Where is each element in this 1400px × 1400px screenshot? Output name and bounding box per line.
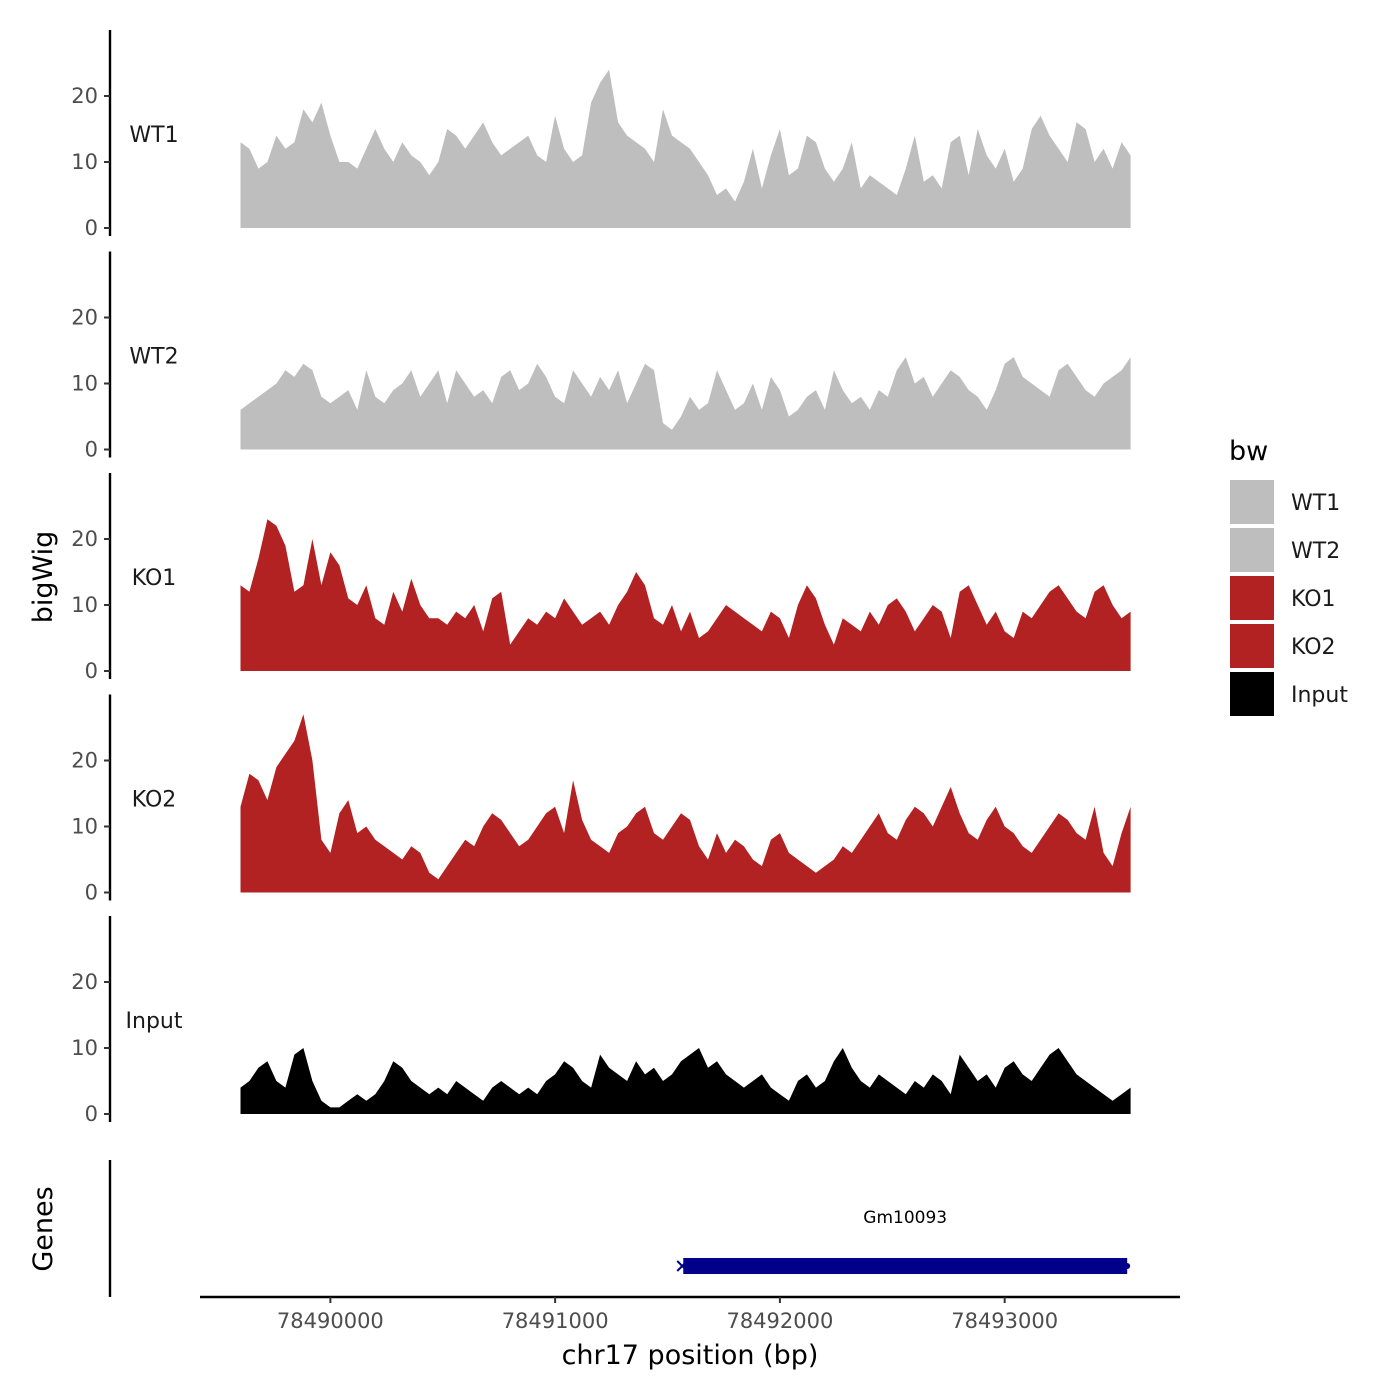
y-tick-label: 0 xyxy=(85,659,98,683)
y-tick-label: 10 xyxy=(71,372,98,396)
legend-label: WT2 xyxy=(1291,539,1340,564)
legend-swatch xyxy=(1230,672,1274,716)
track-input: 0 10 20 Input xyxy=(71,916,1131,1126)
x-tick-label: 78493000 xyxy=(951,1309,1058,1333)
y-tick-label: 20 xyxy=(71,970,98,994)
legend-item-wt2: WT2 xyxy=(1230,528,1340,572)
coverage-tracks: 0 10 20 WT1 0 10 20 WT2 0 10 20 KO1 0 10 20 KO2 0 10 20 Inp… xyxy=(71,30,1131,1126)
area-wt2 xyxy=(240,357,1131,450)
legend-swatch xyxy=(1230,480,1274,524)
y-tick-label: 0 xyxy=(85,881,98,905)
gene-body xyxy=(683,1258,1128,1274)
y-tick-label: 10 xyxy=(71,815,98,839)
area-ko2 xyxy=(240,714,1131,893)
track-wt1: 0 10 20 WT1 xyxy=(71,30,1131,240)
gene-gm10093: Gm10093 xyxy=(676,1208,1131,1274)
area-wt1 xyxy=(240,69,1131,228)
gene-end-marker xyxy=(1124,1263,1131,1269)
y-tick-label: 20 xyxy=(71,527,98,551)
y-tick-label: 20 xyxy=(71,306,98,330)
legend: bw WT1 WT2 KO1 KO2 Input xyxy=(1229,436,1348,716)
x-axis: 78490000 78491000 78492000 78493000 xyxy=(200,1295,1180,1333)
area-ko1 xyxy=(240,519,1131,671)
y-tick-label: 10 xyxy=(71,150,98,174)
track-label: WT1 xyxy=(129,123,178,148)
legend-swatch xyxy=(1230,576,1274,620)
y-tick-label: 0 xyxy=(85,438,98,462)
track-label: WT2 xyxy=(129,345,178,370)
x-tick-label: 78490000 xyxy=(277,1309,384,1333)
legend-label: Input xyxy=(1291,683,1348,708)
genes-axis-title: Genes xyxy=(28,1186,59,1271)
y-tick-label: 0 xyxy=(85,1102,98,1126)
gene-panel: Gm10093 xyxy=(108,1160,1131,1297)
area-input xyxy=(240,1048,1131,1114)
track-label: Input xyxy=(126,1009,183,1034)
y-tick-label: 0 xyxy=(85,216,98,240)
legend-label: KO1 xyxy=(1291,587,1336,612)
track-wt2: 0 10 20 WT2 xyxy=(71,251,1131,462)
legend-swatch xyxy=(1230,624,1274,668)
legend-item-input: Input xyxy=(1230,672,1348,716)
gene-strand-marker xyxy=(676,1260,688,1272)
y-tick-label: 20 xyxy=(71,749,98,773)
y-axis-title: bigWig xyxy=(28,531,59,624)
y-tick-label: 10 xyxy=(71,1036,98,1060)
legend-swatch xyxy=(1230,528,1274,572)
track-ko2: 0 10 20 KO2 xyxy=(71,694,1131,905)
legend-label: WT1 xyxy=(1291,491,1340,516)
track-label: KO1 xyxy=(132,566,177,591)
legend-item-ko1: KO1 xyxy=(1230,576,1336,620)
x-tick-label: 78492000 xyxy=(726,1309,833,1333)
legend-label: KO2 xyxy=(1291,635,1336,660)
legend-item-wt1: WT1 xyxy=(1230,480,1340,524)
legend-item-ko2: KO2 xyxy=(1230,624,1336,668)
y-tick-label: 10 xyxy=(71,593,98,617)
track-ko1: 0 10 20 KO1 xyxy=(71,473,1131,683)
track-label: KO2 xyxy=(132,788,177,813)
x-axis-title: chr17 position (bp) xyxy=(562,1340,819,1371)
y-tick-label: 20 xyxy=(71,84,98,108)
x-tick-label: 78491000 xyxy=(502,1309,609,1333)
gene-label: Gm10093 xyxy=(863,1208,947,1228)
legend-title: bw xyxy=(1229,436,1268,467)
